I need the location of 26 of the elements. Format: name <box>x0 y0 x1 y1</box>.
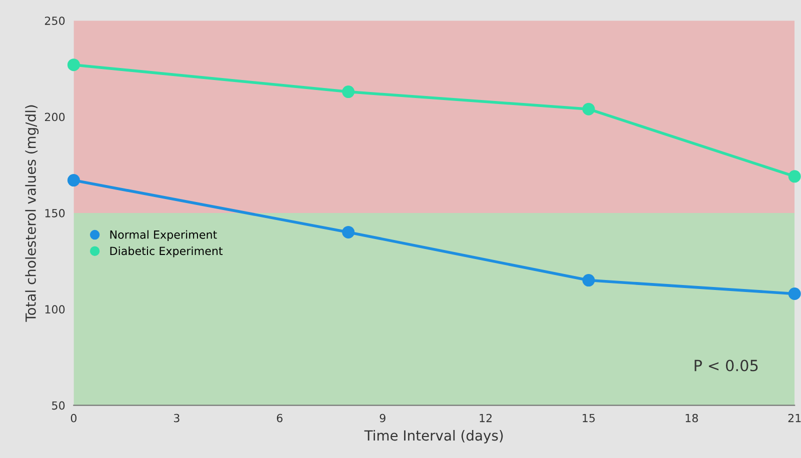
x-tick-label: 21 <box>788 414 801 422</box>
x-tick-label: 15 <box>582 414 595 422</box>
x-tick-label: 0 <box>70 414 76 422</box>
point <box>67 58 80 72</box>
y-tick-label: 100 <box>45 305 65 314</box>
point <box>342 86 355 98</box>
point <box>582 274 595 287</box>
x-axis-title: Time Interval (days) <box>364 430 503 444</box>
x-tick-label: 12 <box>480 414 492 422</box>
x-tick-label: 9 <box>380 414 386 422</box>
x-tick-label: 3 <box>174 414 180 422</box>
point <box>342 226 355 238</box>
annotation: P < 0.05 <box>694 360 758 372</box>
y-tick-label: 50 <box>52 401 65 410</box>
y-tick-label: 250 <box>44 16 65 25</box>
point <box>582 102 595 116</box>
x-tick-label: 6 <box>276 414 282 422</box>
y-axis-title: Total cholesterol values (mg/dl) <box>25 105 39 322</box>
point <box>67 174 80 187</box>
x-tick-label: 18 <box>686 414 698 422</box>
legend-label: Normal Experiment <box>110 230 217 241</box>
y-tick-label: 200 <box>44 112 65 122</box>
y-tick-label: 150 <box>45 208 65 218</box>
point <box>788 170 801 183</box>
legend-label: Diabetic Experiment <box>110 246 223 258</box>
point <box>788 288 801 300</box>
